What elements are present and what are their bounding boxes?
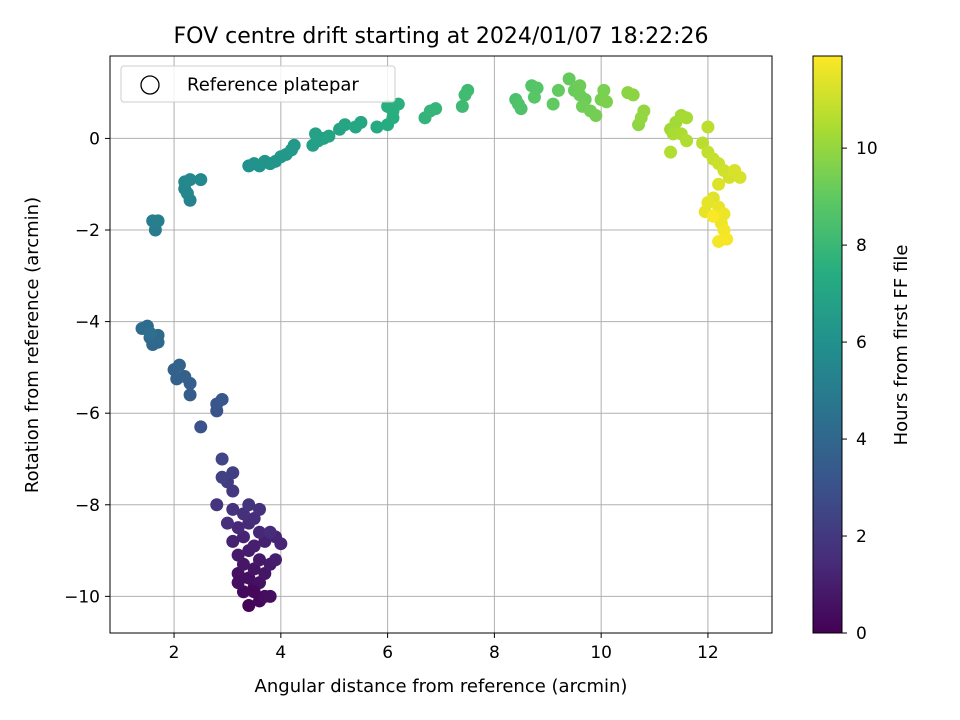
data-point [151, 214, 165, 228]
data-point [562, 72, 576, 86]
data-point [180, 186, 194, 200]
data-point [458, 88, 472, 102]
data-point [242, 498, 256, 512]
data-point [637, 104, 651, 118]
data-point [712, 177, 726, 191]
y-tick-label: −2 [75, 221, 100, 241]
x-tick-label: 10 [590, 643, 612, 663]
y-axis-ticks: 0 −2 −4 −6 −8 −10 [64, 129, 110, 607]
colorbar-frame [812, 55, 843, 634]
data-point [706, 209, 720, 223]
data-point [597, 83, 611, 97]
y-tick-label: −4 [75, 313, 100, 333]
data-point [231, 548, 245, 562]
data-point [370, 120, 384, 134]
data-point [386, 104, 400, 118]
data-point [322, 129, 336, 143]
data-point [231, 576, 245, 590]
data-point [680, 134, 694, 148]
data-point [680, 111, 694, 125]
data-point [511, 97, 525, 111]
data-point [527, 90, 541, 104]
data-point [664, 145, 678, 159]
data-point [274, 537, 288, 551]
data-point [573, 79, 587, 93]
colorbar: 0 2 4 6 8 10 Hours from first FF file [812, 55, 912, 644]
data-point [546, 97, 560, 111]
y-tick-label: 0 [89, 129, 100, 149]
colorbar-label: Hours from first FF file [891, 245, 912, 446]
y-tick-label: −10 [64, 587, 100, 607]
data-point [252, 553, 266, 567]
data-point [226, 534, 240, 548]
chart-title: FOV centre drift starting at 2024/01/07 … [174, 24, 709, 49]
colorbar-tick-label: 0 [856, 624, 867, 644]
grid-lines [110, 56, 772, 633]
data-point [215, 470, 229, 484]
colorbar-tick-label: 6 [856, 333, 867, 353]
data-point [226, 466, 240, 480]
data-point [269, 553, 282, 567]
data-point [455, 99, 469, 113]
data-point [287, 138, 301, 152]
data-point [589, 109, 603, 123]
data-point [215, 392, 229, 406]
data-point [338, 118, 352, 132]
data-point [143, 326, 157, 340]
data-point [183, 173, 197, 187]
data-point [194, 173, 208, 187]
x-axis-label: Angular distance from reference (arcmin) [255, 676, 628, 697]
data-point [263, 525, 277, 539]
data-points [135, 72, 747, 613]
data-point [626, 88, 640, 102]
data-point [258, 154, 272, 168]
data-point [247, 585, 261, 599]
data-point [210, 498, 224, 512]
colorbar-ticks: 0 2 4 6 8 10 [842, 139, 878, 644]
legend-marker-reference [140, 75, 160, 95]
x-tick-label: 12 [697, 643, 719, 663]
data-point [247, 539, 261, 553]
data-point [551, 83, 565, 97]
data-point [252, 525, 266, 539]
data-point [183, 388, 197, 402]
data-point [354, 115, 368, 129]
colorbar-tick-label: 8 [856, 236, 867, 256]
data-point [269, 154, 282, 168]
data-point [226, 502, 240, 516]
data-point [429, 102, 443, 116]
y-axis-label: Rotation from reference (arcmin) [22, 197, 43, 493]
data-point [701, 120, 715, 134]
x-tick-label: 2 [169, 643, 180, 663]
legend: Reference platepar [120, 65, 396, 103]
x-tick-label: 4 [275, 643, 286, 663]
colorbar-tick-label: 4 [856, 430, 867, 450]
data-point [231, 521, 245, 535]
data-point [242, 599, 256, 613]
data-point [215, 452, 229, 466]
y-tick-label: −8 [75, 496, 100, 516]
x-tick-label: 8 [489, 643, 500, 663]
colorbar-tick-label: 2 [856, 527, 867, 547]
data-point [220, 516, 234, 530]
legend-box [120, 65, 396, 103]
data-point [194, 420, 208, 434]
colorbar-gradient [813, 56, 842, 633]
legend-label-reference: Reference platepar [187, 75, 359, 96]
data-point [600, 95, 613, 109]
colorbar-tick-label: 10 [856, 139, 878, 159]
x-axis-ticks: 2 4 6 8 10 12 [169, 633, 719, 663]
y-tick-label: −6 [75, 404, 100, 424]
x-tick-label: 6 [382, 643, 393, 663]
data-point [172, 358, 186, 372]
data-point [720, 232, 734, 246]
data-point [263, 589, 277, 603]
data-point [252, 502, 266, 516]
data-point [728, 163, 742, 177]
plot-frame [109, 55, 773, 634]
